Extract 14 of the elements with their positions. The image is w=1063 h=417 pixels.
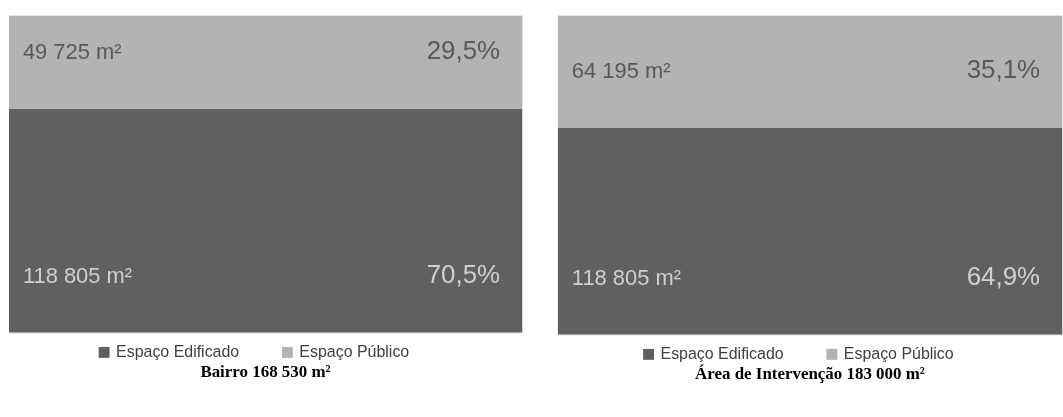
data-label: 35,1%	[966, 54, 1041, 83]
legend-label: Espaço Edificado	[660, 345, 784, 363]
data-label: 29,5%	[426, 36, 501, 65]
legend-label: Espaço Público	[299, 343, 410, 361]
data-label: 64,9%	[966, 261, 1041, 290]
data-label: 70,5%	[426, 259, 501, 288]
legend-label: Espaço Público	[843, 345, 954, 363]
annotation: 49 725 m²	[22, 39, 122, 65]
annotation: 118 805 m²	[22, 262, 133, 288]
text: Bairro 168 530 m²	[200, 362, 331, 382]
text: Área de Intervenção 183 000 m²	[695, 364, 925, 384]
annotation: 118 805 m²	[571, 264, 682, 290]
legend-label: Espaço Edificado	[116, 343, 240, 361]
annotation: 64 195 m²	[571, 57, 671, 83]
